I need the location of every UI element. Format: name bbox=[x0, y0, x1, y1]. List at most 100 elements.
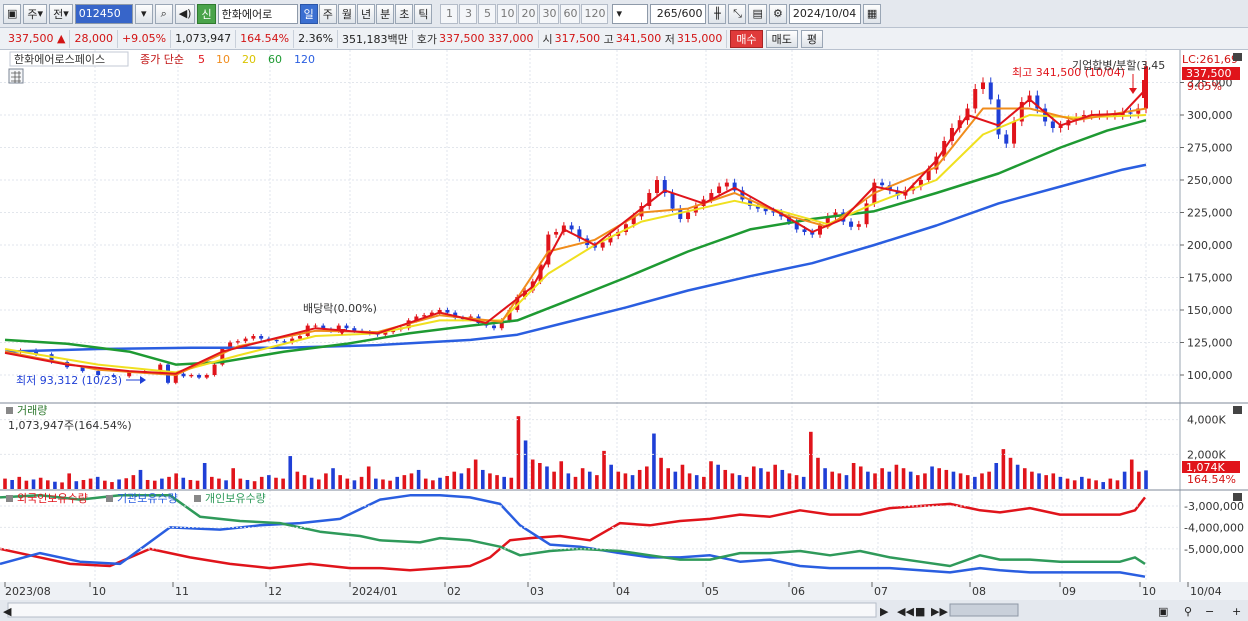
period-tab-5[interactable]: 초 bbox=[395, 3, 414, 24]
period-tab-6[interactable]: 틱 bbox=[414, 3, 433, 24]
date-field[interactable]: 2024/10/04 bbox=[788, 3, 861, 24]
price-tick-label: 150,000 bbox=[1187, 304, 1233, 317]
interval-10[interactable]: 10 bbox=[497, 3, 518, 24]
volume-bar bbox=[1008, 457, 1013, 489]
volume-bar bbox=[138, 469, 143, 489]
evaluate-button[interactable]: 평 bbox=[800, 29, 824, 48]
candle-body bbox=[290, 338, 295, 343]
prev-label: 전 bbox=[53, 7, 64, 21]
volume-bar bbox=[687, 473, 692, 489]
volume-bar bbox=[488, 473, 492, 489]
chart-type-icon[interactable]: ╫ bbox=[708, 3, 727, 24]
interval-input[interactable]: ▾ bbox=[612, 3, 649, 24]
holdings-pane bbox=[0, 494, 1180, 578]
stock-name-field[interactable]: 한화에어로 bbox=[217, 3, 298, 24]
candle-body bbox=[429, 312, 434, 316]
stock-chart[interactable]: 최고 341,500 (10/04)기업합병/분할(3,45 최저 93,312 … bbox=[0, 50, 1248, 621]
price-tick-label: 300,000 bbox=[1187, 109, 1233, 122]
period-tab-0[interactable]: 일 bbox=[299, 3, 318, 24]
volume-bar bbox=[973, 476, 977, 489]
volume-bar bbox=[937, 468, 941, 489]
high-label: 고 bbox=[603, 32, 614, 46]
volume-pane-close-icon[interactable] bbox=[1233, 406, 1242, 414]
candle-body bbox=[80, 367, 85, 372]
volume-bar bbox=[1087, 478, 1091, 489]
price-pane-close-icon[interactable] bbox=[1233, 53, 1242, 61]
volume-bar bbox=[302, 475, 307, 489]
candle-body bbox=[336, 325, 341, 331]
turnover: 2.36% bbox=[294, 29, 339, 48]
last-volume-label: 1,074K bbox=[1186, 461, 1225, 474]
volume-bar bbox=[110, 482, 114, 489]
period-tab-1[interactable]: 주 bbox=[318, 3, 337, 24]
interval-1[interactable]: 1 bbox=[440, 3, 459, 24]
ma5-line bbox=[4, 88, 1147, 375]
volume-bar bbox=[24, 480, 29, 489]
interval-5[interactable]: 5 bbox=[478, 3, 497, 24]
interval-30[interactable]: 30 bbox=[539, 3, 560, 24]
count-field[interactable]: 265/600 bbox=[650, 3, 707, 24]
volume-bar bbox=[873, 473, 877, 489]
volume-bar bbox=[452, 471, 457, 489]
ask-value: 337,500 bbox=[439, 32, 485, 45]
scroll-control-8: + bbox=[1232, 605, 1241, 618]
period-tab-4[interactable]: 분 bbox=[376, 3, 395, 24]
volume-bar bbox=[60, 482, 64, 489]
volume-bar bbox=[395, 476, 400, 489]
holding-legend-marker bbox=[6, 495, 13, 502]
buy-button[interactable]: 매수 bbox=[730, 29, 763, 48]
window-icon[interactable]: ▣ bbox=[3, 3, 22, 24]
low-label: 저 bbox=[664, 32, 675, 46]
candle-body bbox=[321, 325, 326, 330]
sell-button[interactable]: 매도 bbox=[765, 29, 798, 48]
table-icon[interactable] bbox=[8, 68, 24, 84]
candle-body bbox=[546, 234, 551, 265]
volume-bar bbox=[238, 478, 243, 489]
candle-body bbox=[724, 182, 729, 187]
volume-bar bbox=[958, 473, 963, 489]
period-unit-select[interactable]: 주 ▾ bbox=[23, 3, 48, 24]
save-icon[interactable]: ▤ bbox=[748, 3, 767, 24]
volume-bar bbox=[844, 475, 849, 489]
volume-bar bbox=[45, 480, 50, 489]
trade-amount: 351,183백만 bbox=[338, 29, 413, 48]
credit-badge: 신 bbox=[197, 3, 216, 24]
candle-body bbox=[220, 349, 225, 365]
prev-button[interactable]: 전 ▾ bbox=[49, 3, 73, 24]
volume-bar bbox=[480, 469, 485, 489]
code-dropdown-icon[interactable]: ▾ bbox=[134, 3, 153, 24]
ma-legend-60: 60 bbox=[268, 53, 282, 66]
volume-bar bbox=[923, 473, 927, 489]
interval-3[interactable]: 3 bbox=[459, 3, 478, 24]
stock-code-input[interactable]: 012450 bbox=[74, 3, 133, 24]
candle-body bbox=[181, 373, 186, 377]
candle-body bbox=[1074, 117, 1079, 121]
interval-numbers: 1 3 5 10 20 30 60 120 bbox=[440, 3, 609, 24]
ohl: 시 317,500 고 341,500 저 315,000 bbox=[539, 29, 728, 48]
holdings-pane-close-icon[interactable] bbox=[1233, 493, 1242, 501]
date-label: 10/04 bbox=[1190, 585, 1222, 598]
volume-bar bbox=[1058, 476, 1063, 489]
scrollbar-track[interactable] bbox=[7, 602, 877, 618]
legends: 한화에어로스페이스 종가 단순 5 10 20 60 120 거래량 1,073,947주(16… bbox=[6, 51, 1242, 505]
interval-120[interactable]: 120 bbox=[581, 3, 609, 24]
bid-value: 337,000 bbox=[488, 32, 534, 45]
interval-60[interactable]: 60 bbox=[560, 3, 581, 24]
search-icon[interactable]: ⌕ bbox=[154, 3, 173, 24]
speaker-icon[interactable]: ◀) bbox=[174, 3, 196, 24]
candle-body bbox=[111, 375, 116, 377]
period-tab-3[interactable]: 년 bbox=[356, 3, 376, 24]
volume-bar bbox=[409, 473, 414, 489]
volume-bar bbox=[894, 464, 899, 489]
interval-20[interactable]: 20 bbox=[518, 3, 539, 24]
period-tab-2[interactable]: 월 bbox=[337, 3, 356, 24]
scrollbar-thumb[interactable] bbox=[949, 603, 1019, 617]
candle-body bbox=[49, 354, 54, 362]
calendar-icon[interactable]: ▦ bbox=[862, 3, 882, 24]
gear-icon[interactable]: ⚙ bbox=[768, 3, 787, 24]
tool-icon[interactable]: ⤡ bbox=[728, 3, 747, 24]
grid bbox=[0, 50, 1180, 582]
volume-bar bbox=[616, 471, 621, 489]
volume-bar bbox=[723, 469, 728, 489]
last-volume-box bbox=[1182, 461, 1240, 473]
